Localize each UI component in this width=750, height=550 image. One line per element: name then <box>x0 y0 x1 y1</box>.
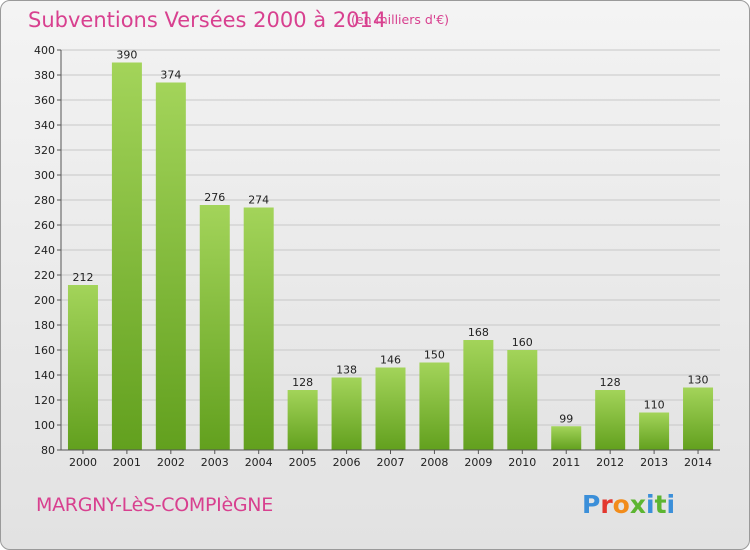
x-tick-label: 2011 <box>552 456 580 469</box>
y-tick-label: 240 <box>34 244 55 257</box>
x-tick-label: 2000 <box>69 456 97 469</box>
proxiti-logo: Proxiti <box>582 490 676 519</box>
y-tick-label: 120 <box>34 394 55 407</box>
y-tick-label: 220 <box>34 269 55 282</box>
x-tick-label: 2013 <box>640 456 668 469</box>
data-label: 146 <box>380 354 401 367</box>
data-label: 128 <box>292 376 313 389</box>
x-tick-label: 2007 <box>377 456 405 469</box>
bar-2000 <box>67 285 98 450</box>
data-label: 138 <box>336 364 357 377</box>
data-label: 160 <box>512 336 533 349</box>
bar-2001 <box>111 62 142 450</box>
y-tick-label: 400 <box>34 44 55 57</box>
data-label: 99 <box>559 412 573 425</box>
x-tick-label: 2009 <box>464 456 492 469</box>
bar-2013 <box>639 412 670 450</box>
bar-2012 <box>595 390 626 450</box>
data-label: 390 <box>116 49 137 62</box>
y-tick-label: 340 <box>34 119 55 132</box>
bar-2008 <box>419 362 450 450</box>
x-tick-label: 2010 <box>508 456 536 469</box>
x-tick-label: 2001 <box>113 456 141 469</box>
bar-2004 <box>243 207 274 450</box>
data-label: 150 <box>424 349 445 362</box>
y-tick-label: 260 <box>34 219 55 232</box>
y-tick-label: 100 <box>34 419 55 432</box>
label-layer: 212 390 374 276 274 128 138 146 150 168 160 99 128 11… <box>72 49 708 426</box>
bar-2006 <box>331 377 362 450</box>
y-tick-label: 300 <box>34 169 55 182</box>
bar-2009 <box>463 340 494 450</box>
bar-2003 <box>199 205 230 450</box>
data-label: 274 <box>248 194 269 207</box>
x-tick-label: 2002 <box>157 456 185 469</box>
y-tick-label: 320 <box>34 144 55 157</box>
data-label: 212 <box>72 271 93 284</box>
bar-2007 <box>375 367 406 450</box>
x-tick-label: 2012 <box>596 456 624 469</box>
commune-name: MARGNY-LèS-COMPIèGNE <box>36 494 273 516</box>
y-tick-label: 280 <box>34 194 55 207</box>
axis-layer: 80 100 120 140 160 180 200 220 240 260 280 300 320 34… <box>34 44 720 469</box>
x-tick-label: 2006 <box>333 456 361 469</box>
y-tick-label: 160 <box>34 344 55 357</box>
x-tick-label: 2005 <box>289 456 317 469</box>
y-tick-label: 380 <box>34 69 55 82</box>
bar-2011 <box>551 426 582 450</box>
data-label: 168 <box>468 326 489 339</box>
bar-2010 <box>507 350 538 450</box>
x-tick-label: 2004 <box>245 456 273 469</box>
data-label: 128 <box>600 376 621 389</box>
bar-2002 <box>155 82 186 450</box>
x-tick-label: 2014 <box>684 456 712 469</box>
y-tick-label: 180 <box>34 319 55 332</box>
x-tick-label: 2008 <box>420 456 448 469</box>
y-tick-label: 360 <box>34 94 55 107</box>
x-tick-label: 2003 <box>201 456 229 469</box>
bar-2014 <box>683 387 714 450</box>
data-label: 130 <box>688 374 709 387</box>
bar-layer <box>67 62 714 450</box>
data-label: 374 <box>160 69 181 82</box>
y-tick-label: 140 <box>34 369 55 382</box>
y-tick-label: 200 <box>34 294 55 307</box>
bar-2005 <box>287 390 318 450</box>
chart-title: Subventions Versées 2000 à 2014 <box>28 8 387 32</box>
y-tick-label: 80 <box>41 444 55 457</box>
data-label: 110 <box>644 399 665 412</box>
data-label: 276 <box>204 191 225 204</box>
chart-subtitle: (en milliers d'€) <box>351 12 450 27</box>
